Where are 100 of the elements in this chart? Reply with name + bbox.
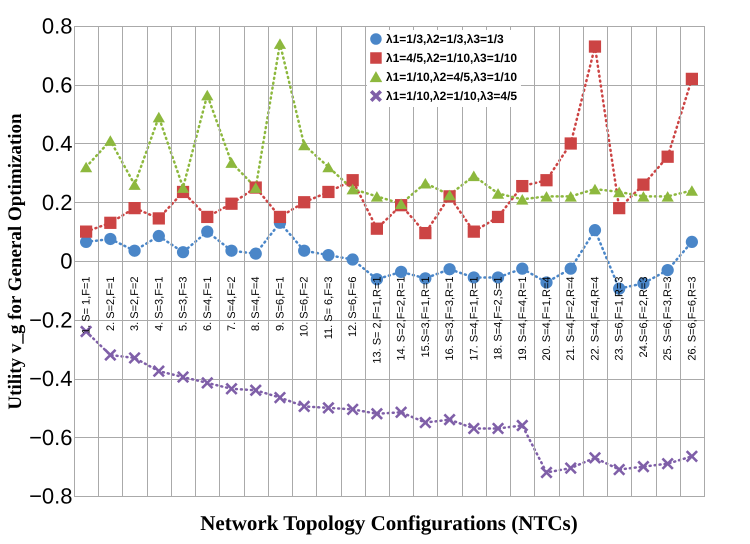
point (322, 249, 335, 262)
point (443, 414, 456, 426)
point (152, 230, 165, 242)
x-tick-label: 22. S=4,F=4,R=4 (589, 276, 602, 361)
x-tick-label: 6. S=4,F=1 (202, 276, 214, 331)
point (686, 72, 698, 85)
point (104, 216, 116, 229)
point (516, 419, 528, 432)
point (419, 416, 432, 429)
point (564, 191, 577, 202)
point (370, 222, 384, 235)
x-tick-label: 7. S=4,F=2 (226, 276, 238, 331)
point (492, 422, 504, 435)
point (176, 182, 190, 193)
point (274, 391, 286, 404)
point (225, 157, 238, 168)
point (419, 178, 432, 188)
point (250, 384, 262, 396)
point (662, 264, 674, 276)
point (516, 194, 528, 205)
y-tick-label: −0.2 (29, 307, 72, 332)
x-tick-label: 26. S=6,F=6,R=3 (686, 276, 698, 361)
point (201, 226, 214, 238)
point (128, 179, 141, 190)
legend-label: λ1=4/5,λ2=1/10,λ3=1/10 (386, 51, 518, 65)
point (128, 244, 141, 257)
point (686, 185, 698, 196)
point (662, 458, 674, 470)
x-tick-label: 9. S=6,F=1 (274, 276, 286, 331)
point (588, 40, 602, 53)
point (274, 38, 286, 49)
point (250, 248, 262, 260)
y-tick-label: −0.4 (29, 366, 72, 391)
point (370, 191, 384, 202)
x-tick-label: 2. S=2,F=1 (104, 276, 117, 331)
x-tick-label: 14. S=2,F=2,R=1 (396, 276, 408, 361)
point (104, 135, 116, 146)
x-tick-label: 12. S=6,F=6 (347, 276, 360, 338)
x-tick-label: 5. S=3,F=3 (178, 276, 190, 331)
point (80, 226, 92, 238)
point (225, 244, 238, 257)
point (298, 196, 310, 208)
point (540, 191, 553, 202)
point (201, 90, 214, 100)
point (637, 178, 650, 191)
point (516, 262, 528, 275)
point (225, 198, 238, 210)
point (613, 202, 626, 214)
point (201, 210, 214, 224)
y-tick-label: −0.8 (29, 484, 72, 508)
x-tick-label: 10. S=6,F=2 (298, 276, 311, 338)
point (298, 140, 310, 150)
point (176, 246, 190, 258)
x-tick-label: 23. S=6,F=1,R=3 (614, 276, 626, 361)
point (152, 112, 165, 122)
point (322, 402, 335, 414)
y-tick-label: 0.4 (42, 131, 72, 156)
point (394, 266, 408, 278)
point (686, 450, 698, 462)
point (492, 188, 504, 199)
x-tick-label: 25. S=6,F=3,R=3 (662, 276, 674, 361)
point (274, 210, 286, 224)
x-tick-label: 15.S=3,F=1,R=1 (420, 276, 432, 358)
point (128, 352, 141, 364)
x-tick-label: 19. S=4,F=4,R=1 (516, 276, 529, 361)
point (322, 162, 335, 172)
point (80, 162, 92, 172)
point (152, 365, 165, 378)
point (662, 191, 674, 202)
point (468, 170, 480, 182)
point (516, 180, 528, 192)
point (225, 382, 238, 395)
legend-label: λ1=1/3,λ2=1/3,λ3=1/3 (386, 32, 504, 46)
x-tick-label: 18. S=4,F=2,S=1 (492, 276, 505, 360)
y-tick-label: 0.8 (42, 14, 72, 38)
point (346, 174, 359, 186)
y-tick-label: 0.6 (42, 72, 72, 98)
point (104, 232, 116, 246)
point (370, 408, 384, 420)
point (662, 150, 674, 163)
point (128, 202, 141, 214)
point (686, 236, 698, 248)
point (201, 376, 214, 390)
point (443, 263, 456, 276)
x-tick-label: 17. S=4,F=1,R=1 (468, 276, 480, 361)
x-tick-label: 13. S= 2,F=1,R=1 (371, 276, 384, 364)
x-tick-label: 20. S=4,F=1,R=4 (541, 276, 553, 361)
point (613, 463, 626, 476)
point (298, 244, 310, 257)
point (346, 184, 359, 194)
x-tick-label: 16. S=3,F=3,R=1 (444, 276, 456, 361)
point (468, 422, 480, 435)
x-tick-label: 4. S=3,F=1 (153, 276, 166, 331)
point (322, 186, 335, 198)
point (152, 212, 165, 225)
point (588, 184, 602, 194)
point (176, 370, 190, 384)
y-tick-label: 0 (60, 248, 72, 274)
point (298, 400, 310, 413)
point (104, 348, 116, 362)
